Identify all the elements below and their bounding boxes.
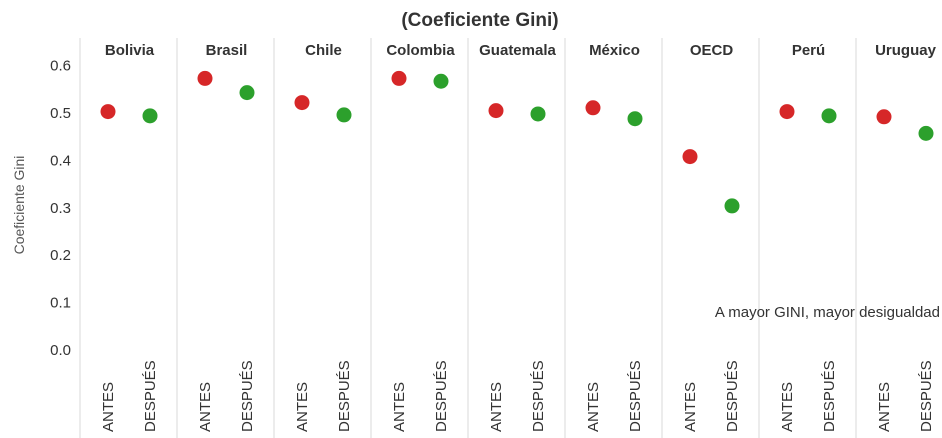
point-antes <box>585 100 601 116</box>
point-antes <box>294 95 310 111</box>
annotation-note: A mayor GINI, mayor desigualdad <box>715 304 940 321</box>
x-tick-label: ANTES <box>779 382 796 432</box>
x-tick-label: ANTES <box>585 382 602 432</box>
panel-label: Uruguay <box>875 42 937 59</box>
panel-label: Guatemala <box>479 42 556 59</box>
point-despues <box>142 108 158 124</box>
panel-label: México <box>589 42 640 59</box>
point-despues <box>239 85 255 101</box>
panel-label: Bolivia <box>105 42 155 59</box>
x-tick-label: DESPUÉS <box>627 360 644 432</box>
x-tick-label: DESPUÉS <box>433 360 450 432</box>
point-despues <box>918 125 934 141</box>
y-tick-label: 0.3 <box>50 200 71 217</box>
x-tick-label: DESPUÉS <box>724 360 741 432</box>
y-tick-label: 0.5 <box>50 105 71 122</box>
panel-label: Chile <box>305 42 342 59</box>
point-antes <box>100 104 116 120</box>
point-antes <box>779 104 795 120</box>
panel-label: OECD <box>690 42 734 59</box>
x-tick-label: ANTES <box>294 382 311 432</box>
panel-0: Bolivia ANTES DESPUÉS <box>79 38 159 438</box>
panel-label: Brasil <box>206 42 248 59</box>
x-tick-label: ANTES <box>391 382 408 432</box>
y-axis: 0.0 0.1 0.2 0.3 0.4 0.5 0.6 <box>50 58 71 359</box>
panel-label: Perú <box>792 42 825 59</box>
point-despues <box>821 108 837 124</box>
x-tick-label: DESPUÉS <box>530 360 547 432</box>
point-despues <box>433 73 449 89</box>
x-tick-label: DESPUÉS <box>918 360 935 432</box>
panel-5: México ANTES DESPUÉS <box>564 38 644 438</box>
panel-label: Colombia <box>386 42 455 59</box>
panel-4: Guatemala ANTES DESPUÉS <box>467 38 557 438</box>
x-tick-label: DESPUÉS <box>821 360 838 432</box>
x-tick-label: DESPUÉS <box>239 360 256 432</box>
x-tick-label: ANTES <box>876 382 893 432</box>
panel-3: Colombia ANTES DESPUÉS <box>370 38 455 438</box>
y-tick-label: 0.4 <box>50 152 71 169</box>
chart-title: (Coeficiente Gini) <box>401 10 558 31</box>
x-tick-label: ANTES <box>488 382 505 432</box>
y-axis-label: Coeficiente Gini <box>11 156 27 255</box>
x-tick-label: ANTES <box>197 382 214 432</box>
y-tick-label: 0.6 <box>50 58 71 75</box>
point-despues <box>724 198 740 214</box>
point-antes <box>391 70 407 86</box>
panel-6: OECD ANTES DESPUÉS <box>661 38 741 438</box>
panel-1: Brasil ANTES DESPUÉS <box>176 38 256 438</box>
x-tick-label: ANTES <box>100 382 117 432</box>
y-tick-label: 0.1 <box>50 295 71 312</box>
panel-8: Uruguay ANTES DESPUÉS <box>855 38 937 438</box>
point-antes <box>197 70 213 86</box>
point-antes <box>682 149 698 165</box>
x-tick-label: ANTES <box>682 382 699 432</box>
y-tick-label: 0.0 <box>50 342 71 359</box>
point-despues <box>627 111 643 127</box>
point-despues <box>530 106 546 122</box>
point-despues <box>336 107 352 123</box>
x-tick-label: DESPUÉS <box>336 360 353 432</box>
y-tick-label: 0.2 <box>50 247 71 264</box>
x-tick-label: DESPUÉS <box>142 360 159 432</box>
point-antes <box>876 109 892 125</box>
panel-2: Chile ANTES DESPUÉS <box>273 38 353 438</box>
point-antes <box>488 103 504 119</box>
panel-7: Perú ANTES DESPUÉS <box>758 38 838 438</box>
